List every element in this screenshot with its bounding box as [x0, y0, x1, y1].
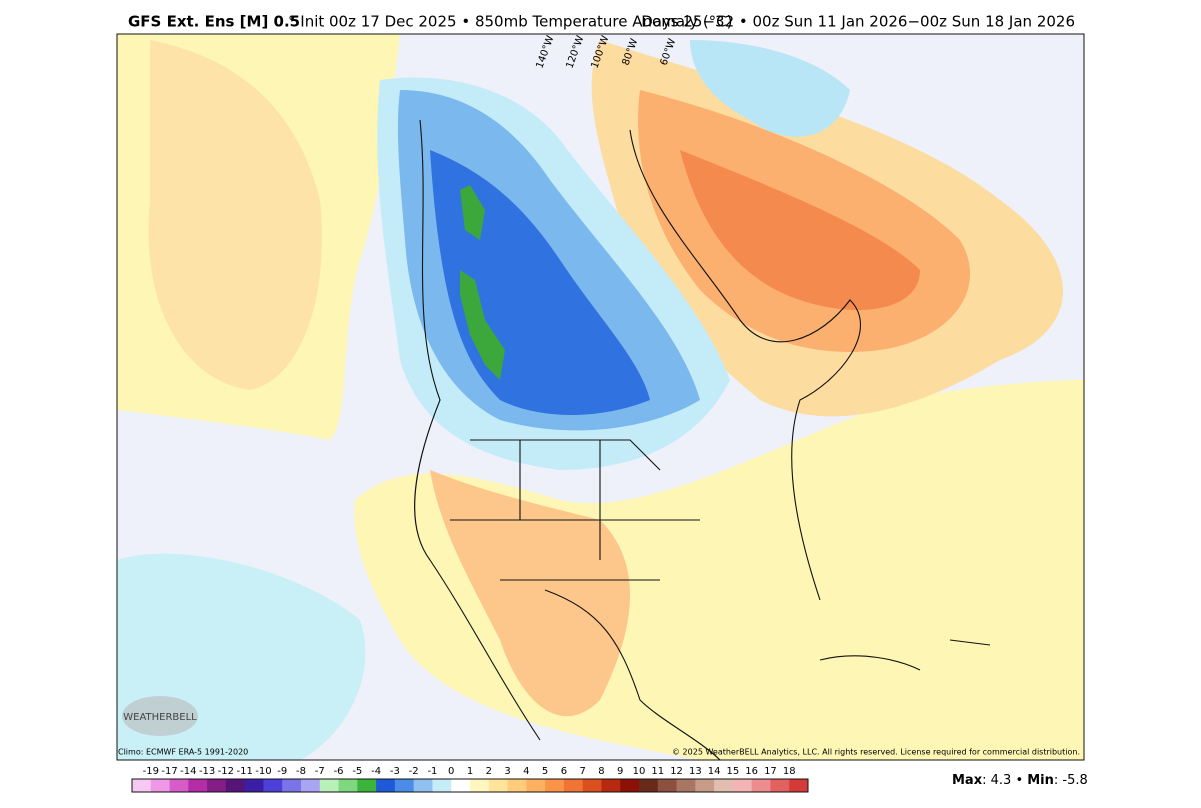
- min-value: -5.8: [1062, 773, 1087, 788]
- copyright: © 2025 WeatherBELL Analytics, LLC. All r…: [672, 748, 1080, 757]
- colorbar-label: -13: [199, 766, 215, 777]
- color-swatch: [732, 779, 753, 792]
- colorbar-label: 10: [633, 766, 646, 777]
- max-label: Max: [952, 773, 983, 788]
- color-swatch: [676, 779, 696, 792]
- colorbar-label: 14: [708, 766, 721, 777]
- colorbar-label: -5: [352, 766, 362, 777]
- color-swatch: [188, 779, 208, 792]
- colorbar-label: -3: [390, 766, 400, 777]
- coastlines: [414, 119, 991, 760]
- color-swatch: [357, 779, 377, 792]
- title-model: GFS Ext. Ens [M] 0.5: [128, 13, 300, 31]
- color-swatch: [338, 779, 358, 792]
- color-swatch: [319, 779, 340, 792]
- colorbar-label: -19: [143, 766, 159, 777]
- max-value: 4.3: [991, 773, 1012, 788]
- min-label: Min: [1027, 773, 1054, 788]
- colorbar-label: 18: [783, 766, 796, 777]
- colorbar-label: 8: [598, 766, 604, 777]
- color-swatch: [789, 779, 809, 792]
- anomaly-area: [690, 40, 850, 137]
- color-swatch: [563, 779, 584, 792]
- colorbar-label: 12: [670, 766, 683, 777]
- logo-mark: [122, 696, 198, 736]
- colorbar-frame: [131, 778, 809, 793]
- sep: :: [1054, 773, 1063, 788]
- color-swatch: [394, 779, 415, 792]
- color-swatch: [207, 779, 227, 792]
- anomaly-area: [430, 470, 630, 717]
- colorbar-label: 17: [764, 766, 777, 777]
- color-swatch: [432, 779, 452, 792]
- colorbar-label: -10: [255, 766, 271, 777]
- color-swatch: [451, 779, 471, 792]
- colorbar-label: 4: [523, 766, 529, 777]
- colorbar-label: 3: [504, 766, 510, 777]
- colorbar-label: 2: [486, 766, 492, 777]
- color-swatch: [244, 779, 264, 792]
- color-swatch: [301, 779, 321, 792]
- colorbar-label: 1: [467, 766, 473, 777]
- color-swatch: [470, 779, 490, 792]
- color-swatch: [601, 779, 621, 792]
- colorbar-label: -1: [427, 766, 437, 777]
- colorbar-label: -17: [161, 766, 177, 777]
- anomaly-area: [680, 150, 920, 310]
- color-swatch: [751, 779, 771, 792]
- colorbar-label: 13: [689, 766, 702, 777]
- map: 140°W 120°W 100°W 80°W 60°W WEATHERBELL Clim…: [116, 33, 1085, 761]
- color-swatch: [225, 779, 246, 792]
- color-swatch: [282, 779, 302, 792]
- colorbar-label: 0: [448, 766, 454, 777]
- color-swatch: [582, 779, 602, 792]
- colorbar-label: -9: [277, 766, 287, 777]
- colorbar-label: -4: [371, 766, 381, 777]
- color-swatch: [714, 779, 734, 792]
- color-swatch: [507, 779, 527, 792]
- color-swatch: [639, 779, 659, 792]
- sep: •: [1011, 773, 1027, 788]
- colorbar-label: 9: [617, 766, 623, 777]
- color-swatch: [488, 779, 509, 792]
- color-swatch: [413, 779, 433, 792]
- colorbar-label: -14: [180, 766, 196, 777]
- color-swatch: [376, 779, 396, 792]
- anomaly-area: [460, 185, 505, 380]
- color-swatch: [169, 779, 189, 792]
- color-swatch: [150, 779, 171, 792]
- colorbar-label: -2: [409, 766, 419, 777]
- colorbar-label: -8: [296, 766, 306, 777]
- colorbar-label: 15: [727, 766, 740, 777]
- colorbar-label: 11: [651, 766, 664, 777]
- colorbar-label: 7: [579, 766, 585, 777]
- anomaly-area: [148, 40, 322, 390]
- color-swatch: [620, 779, 640, 792]
- colorbar-label: 16: [745, 766, 758, 777]
- colorbar-label: -12: [218, 766, 234, 777]
- colorbar-label: -11: [236, 766, 252, 777]
- color-swatch: [263, 779, 283, 792]
- color-swatch: [526, 779, 546, 792]
- logo: WEATHERBELL: [123, 712, 197, 723]
- color-swatch: [770, 779, 790, 792]
- colorbar: -19 -17 -14 -13 -12 -11 -10 -9 -8 -7 -6 -5 -4 -3 -2 -1 0…: [131, 766, 809, 793]
- climo-note: Climo: ECMWF ERA-5 1991-2020: [118, 748, 248, 757]
- colorbar-label: 5: [542, 766, 548, 777]
- title-field: ° Init 00z 17 Dec 2025 • 850mb Temperatu…: [288, 13, 733, 31]
- color-swatch: [695, 779, 715, 792]
- sep: :: [982, 773, 991, 788]
- colorbar-label: -6: [334, 766, 344, 777]
- stats: Max: 4.3 • Min: -5.8: [952, 773, 1088, 788]
- color-swatch: [657, 779, 678, 792]
- colorbar-label: 6: [561, 766, 567, 777]
- title-valid: Days 25−32 • 00z Sun 11 Jan 2026−00z Sun…: [641, 13, 1075, 31]
- color-swatch: [132, 779, 152, 792]
- map-frame: [116, 33, 1085, 761]
- colorbar-label: -7: [315, 766, 325, 777]
- color-swatch: [545, 779, 565, 792]
